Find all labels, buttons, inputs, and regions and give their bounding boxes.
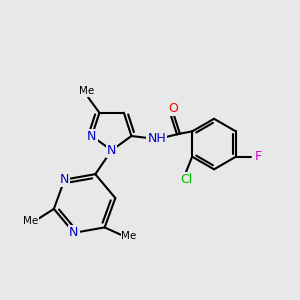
Text: Me: Me: [79, 86, 94, 96]
Text: F: F: [255, 150, 262, 163]
Text: Cl: Cl: [180, 173, 192, 186]
Text: O: O: [168, 102, 178, 115]
Text: NH: NH: [147, 133, 166, 146]
Text: N: N: [69, 226, 79, 239]
Text: Me: Me: [122, 231, 137, 241]
Text: Me: Me: [23, 216, 38, 226]
Text: N: N: [107, 144, 116, 157]
Text: N: N: [60, 173, 69, 186]
Text: N: N: [87, 130, 97, 142]
